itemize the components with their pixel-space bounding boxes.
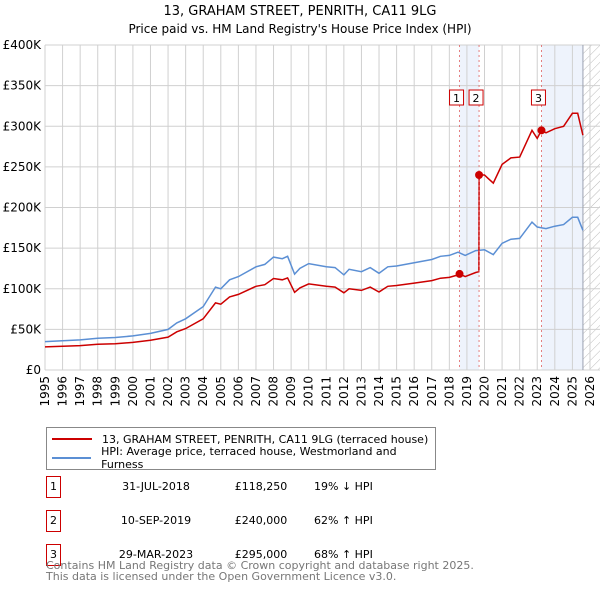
sale-marker-label: 3	[535, 92, 542, 105]
sale-number: 2	[46, 510, 61, 532]
sale-point	[475, 171, 484, 179]
property-price-line	[44, 112, 584, 348]
x-tick-label: 2010	[302, 376, 316, 407]
chart-title: 13, GRAHAM STREET, PENRITH, CA11 9LG	[163, 4, 436, 19]
x-tick-label: 2002	[161, 376, 175, 407]
x-tick-label: 2023	[530, 376, 544, 407]
x-tick-label: 2003	[179, 376, 193, 407]
sale-price: £240,000	[234, 514, 288, 527]
y-tick-label: £200K	[3, 201, 43, 215]
x-tick-label: 2013	[354, 376, 368, 407]
x-tick-label: 1998	[91, 376, 105, 407]
y-tick-label: £300K	[3, 119, 43, 133]
sale-hpi-diff: 62% ↑ HPI	[314, 514, 373, 527]
x-tick-label: 2024	[548, 376, 562, 407]
sale-marker-label: 2	[473, 92, 480, 105]
sale-date: 10-SEP-2019	[120, 514, 192, 527]
x-tick-label: 2008	[267, 376, 281, 407]
footer-copyright: Contains HM Land Registry data © Crown c…	[46, 559, 474, 572]
sale-price: £295,000	[234, 548, 288, 561]
chart: 13, GRAHAM STREET, PENRITH, CA11 9LG Pri…	[3, 4, 600, 407]
sale-date: 31-JUL-2018	[122, 480, 190, 493]
sale-price: £118,250	[234, 480, 288, 493]
sale-point	[455, 269, 464, 278]
legend-item-hpi: HPI: Average price, terraced house, West…	[47, 445, 435, 471]
x-tick-label: 2001	[143, 376, 157, 407]
sale-number: 1	[46, 476, 61, 498]
x-tick-label: 2005	[214, 376, 228, 407]
x-tick-label: 2011	[319, 376, 333, 407]
y-tick-label: £150K	[3, 241, 43, 255]
y-tick-label: £250K	[3, 160, 43, 174]
x-tick-label: 2007	[249, 376, 263, 407]
x-tick-label: 2019	[460, 376, 474, 407]
sale-marker-label: 1	[453, 92, 460, 105]
y-tick-label: £50K	[10, 322, 42, 336]
y-tick-label: £350K	[3, 79, 43, 93]
sale-marker-box	[449, 89, 465, 106]
x-tick-label: 2009	[284, 376, 298, 407]
x-tick-label: 2018	[442, 376, 456, 407]
footer: Contains HM Land Registry data © Crown c…	[46, 560, 474, 582]
legend-item-property: 13, GRAHAM STREET, PENRITH, CA11 9LG (te…	[47, 430, 428, 448]
x-tick-label: 1997	[73, 376, 87, 407]
legend-swatch-red	[52, 438, 92, 440]
y-tick-label: £0	[26, 363, 41, 377]
x-tick-label: 2021	[495, 376, 509, 407]
sale-point	[537, 126, 546, 135]
legend-label-property: 13, GRAHAM STREET, PENRITH, CA11 9LG (te…	[102, 432, 429, 446]
sale-number: 3	[46, 544, 61, 566]
x-tick-label: 2015	[390, 376, 404, 407]
legend-label-hpi: HPI: Average price, terraced house, West…	[101, 445, 397, 471]
x-tick-label: 2004	[196, 376, 210, 407]
x-tick-label: 2026	[583, 376, 597, 407]
x-tick-label: 2022	[513, 376, 527, 407]
sale-hpi-diff: 19% ↓ HPI	[314, 480, 373, 493]
x-tick-label: 1996	[56, 376, 70, 407]
sale-date: 29-MAR-2023	[118, 548, 194, 561]
x-tick-label: 1999	[108, 376, 122, 407]
x-tick-label: 1995	[38, 376, 52, 407]
x-tick-label: 2016	[407, 376, 421, 407]
x-tick-label: 2012	[337, 376, 351, 407]
x-tick-label: 2017	[425, 376, 439, 407]
x-tick-label: 2020	[478, 376, 492, 407]
hpi-line	[44, 216, 584, 343]
sale-hpi-diff: 68% ↑ HPI	[314, 548, 373, 561]
x-tick-label: 2025	[565, 376, 579, 407]
footer-licence: This data is licensed under the Open Gov…	[46, 570, 397, 583]
x-tick-label: 2006	[231, 376, 245, 407]
y-tick-label: £400K	[3, 38, 43, 52]
legend: 13, GRAHAM STREET, PENRITH, CA11 9LG (te…	[46, 427, 436, 471]
x-tick-label: 2014	[372, 376, 386, 407]
sale-marker-box	[530, 89, 546, 106]
legend-swatch-blue	[52, 457, 92, 459]
y-tick-label: £100K	[3, 282, 43, 296]
chart-subtitle: Price paid vs. HM Land Registry's House …	[128, 22, 471, 36]
x-tick-label: 2000	[126, 376, 140, 407]
sale-marker-box	[468, 89, 484, 106]
